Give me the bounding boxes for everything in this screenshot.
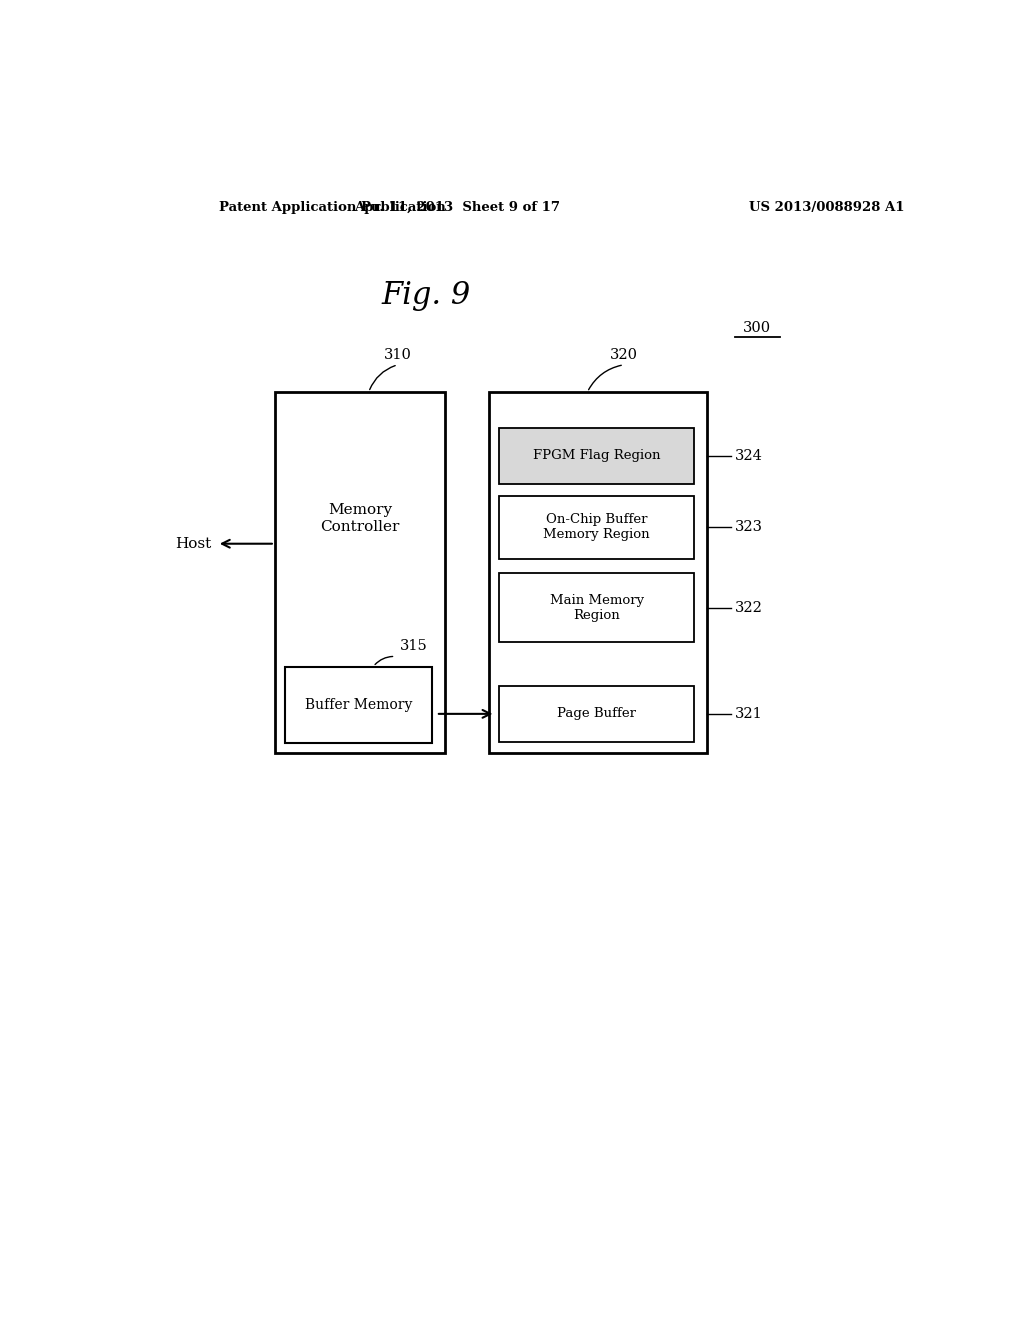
Text: 322: 322: [735, 601, 763, 615]
Text: Fig. 9: Fig. 9: [381, 280, 470, 312]
Text: 323: 323: [735, 520, 763, 535]
Text: Host: Host: [176, 537, 212, 550]
Text: 321: 321: [735, 708, 763, 721]
Bar: [500, 428, 694, 483]
Bar: [500, 496, 694, 558]
Text: Memory
Controller: Memory Controller: [321, 503, 399, 533]
Text: US 2013/0088928 A1: US 2013/0088928 A1: [749, 201, 904, 214]
Bar: [489, 392, 708, 752]
Bar: [500, 573, 694, 643]
Text: Patent Application Publication: Patent Application Publication: [219, 201, 446, 214]
Text: 320: 320: [610, 347, 638, 362]
Text: Apr. 11, 2013  Sheet 9 of 17: Apr. 11, 2013 Sheet 9 of 17: [354, 201, 560, 214]
Bar: [274, 392, 445, 752]
Text: 310: 310: [384, 347, 412, 362]
Text: Page Buffer: Page Buffer: [557, 708, 636, 721]
Text: Main Memory
Region: Main Memory Region: [550, 594, 644, 622]
Bar: [285, 667, 432, 743]
Bar: [500, 686, 694, 742]
Text: FPGM Flag Region: FPGM Flag Region: [532, 449, 660, 462]
Text: 300: 300: [743, 321, 771, 335]
Text: On-Chip Buffer
Memory Region: On-Chip Buffer Memory Region: [544, 513, 650, 541]
Text: 324: 324: [735, 449, 763, 463]
Text: Buffer Memory: Buffer Memory: [305, 698, 413, 711]
Text: 315: 315: [399, 639, 427, 653]
